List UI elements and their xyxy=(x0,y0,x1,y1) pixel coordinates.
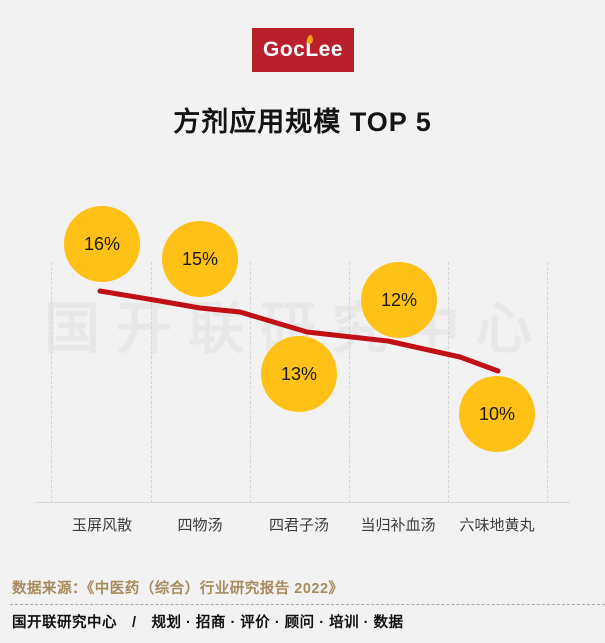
gridline xyxy=(349,262,350,503)
bubble-3: 13% xyxy=(261,336,337,412)
gridline xyxy=(448,262,449,503)
category-label-4: 当归补血汤 xyxy=(360,517,436,534)
bubble-2: 15% xyxy=(162,221,238,297)
gridline xyxy=(51,262,52,503)
gridline xyxy=(151,262,152,503)
data-source: 数据来源：《中医药（综合）行业研究报告 2022》 xyxy=(12,581,344,597)
category-label-2: 四物汤 xyxy=(177,517,223,534)
footer-tagline: 国开联研究中心 / 规划 · 招商 · 评价 · 顾问 · 培训 · 数据 xyxy=(12,615,404,631)
footer-divider xyxy=(10,604,605,605)
x-axis-line xyxy=(35,502,570,503)
category-label-1: 玉屏风散 xyxy=(71,517,132,534)
goclee-logo-text: GocLee xyxy=(262,38,344,61)
bubble-5: 10% xyxy=(459,376,535,452)
bubble-4: 12% xyxy=(361,262,437,338)
gridline xyxy=(547,262,548,503)
bubble-1: 16% xyxy=(64,206,140,282)
goclee-logo: GocLee xyxy=(252,28,354,72)
category-label-5: 六味地黄丸 xyxy=(459,517,535,534)
chart-title: 方剂应用规模 TOP 5 xyxy=(173,107,432,137)
gridline xyxy=(250,262,251,503)
category-label-3: 四君子汤 xyxy=(268,517,329,534)
